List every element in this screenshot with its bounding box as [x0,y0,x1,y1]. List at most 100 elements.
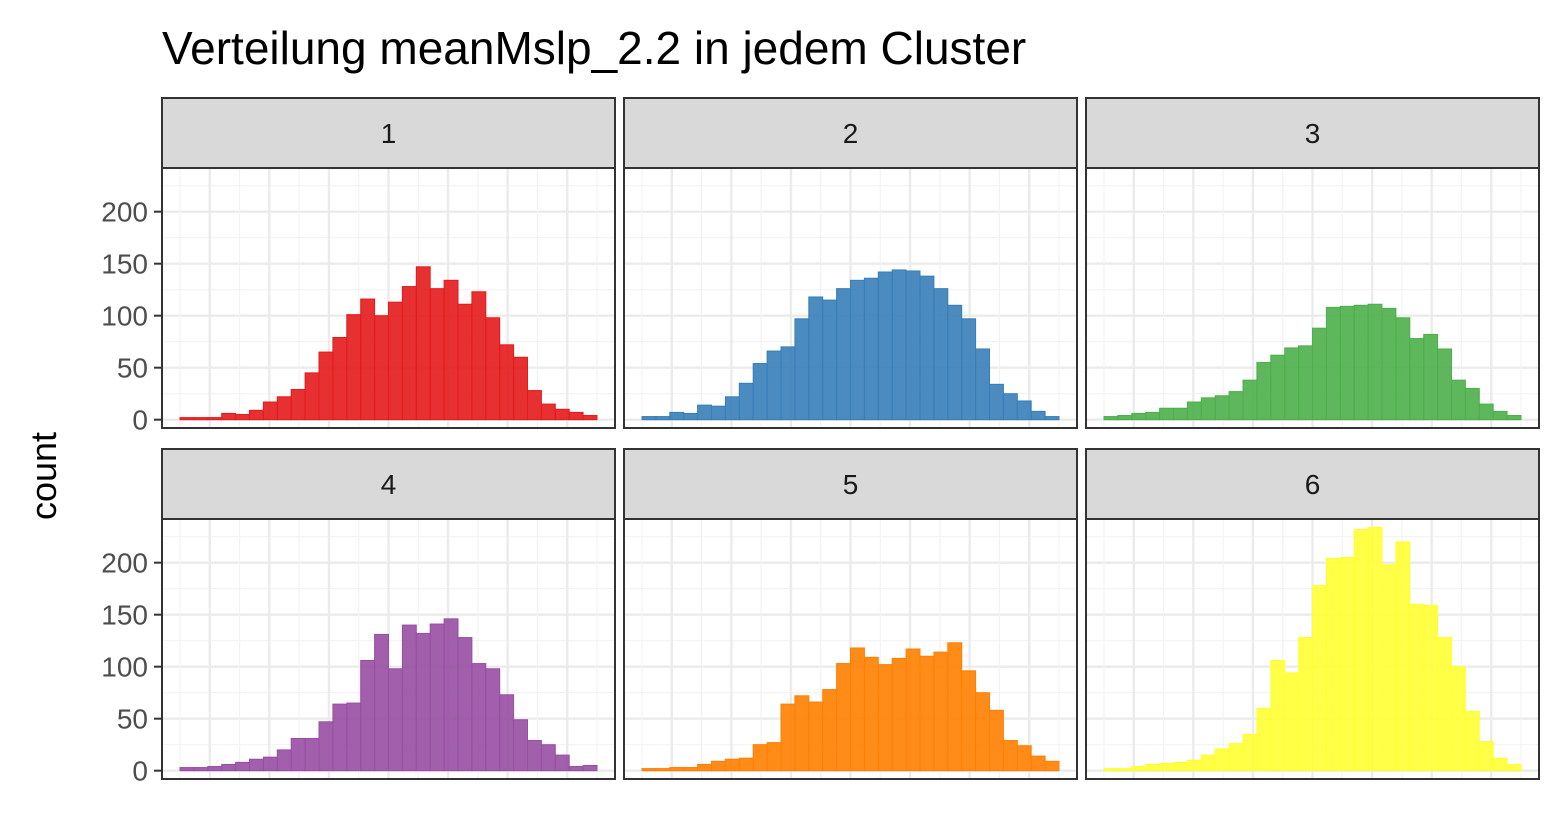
histogram-bar [641,416,657,421]
histogram-bar [933,288,949,421]
histogram-bar [655,416,671,421]
histogram-bar [1353,528,1369,772]
histogram-bar [1242,733,1258,772]
histogram-bar [1367,303,1383,421]
histogram-bar [554,408,570,421]
histogram-bar [221,763,237,772]
histogram-bar [568,411,584,421]
histogram-bar [1044,416,1060,421]
y-tick-label: 200 [101,197,148,228]
histogram-bar [540,744,556,772]
histogram-bar [1002,393,1018,421]
panel-border [1085,167,1540,429]
histogram-bar [499,694,515,772]
histogram-bar [961,670,977,772]
histogram-bar [766,350,782,421]
histogram-bar [1256,361,1272,421]
histogram-bar [1478,741,1494,772]
histogram-bar [1016,745,1032,772]
histogram-bar [235,413,251,421]
histogram-bar [332,703,348,772]
histogram-bar [1200,397,1216,421]
histogram-bar [1478,403,1494,421]
chart-title: Verteilung meanMslp_2.2 in jedem Cluster [162,22,1026,74]
histogram-bar [891,657,907,772]
histogram-bar [961,318,977,421]
histogram-bar [780,346,796,421]
histogram-bar [752,744,768,772]
panel-strip-label: 2 [843,118,859,149]
histogram-bar [1409,338,1425,421]
histogram-bar [850,647,865,772]
histogram-bar [1464,710,1480,772]
histogram-bar [1270,659,1286,772]
panel-strip-label: 5 [843,469,859,500]
histogram-bar [1284,672,1300,772]
histogram-bar [193,417,209,421]
histogram-bar [836,663,851,772]
histogram-bar [933,651,949,772]
histogram-bar [752,363,768,421]
histogram-bar [401,286,417,421]
panel-strip-label: 3 [1305,118,1321,149]
histogram-bar [724,396,740,421]
histogram-bar [554,754,570,772]
histogram-bar [249,409,264,421]
histogram-bar [457,303,473,421]
histogram-bar [905,648,921,772]
histogram-bar [235,761,251,772]
histogram-bar [1284,347,1300,421]
panel-strip [161,448,616,520]
histogram-bar [1423,333,1439,421]
histogram-bar [877,664,893,772]
histogram-bar [669,411,685,421]
panel-strip [623,97,1078,169]
histogram-bar [669,767,685,772]
panel-strip [161,97,616,169]
panel-border [623,167,1078,429]
panel-strip-label: 6 [1305,469,1321,500]
histogram-bar [1173,761,1188,772]
histogram-bar [262,756,278,772]
histogram-bar [360,298,376,421]
histogram-bar [429,288,445,421]
panel-1: 1 0 50 100 150 200 [101,97,616,436]
histogram-bar [290,389,306,421]
panel-strip [1085,97,1540,169]
histogram-bar [1339,305,1355,421]
histogram-bar [1325,558,1341,772]
panel-border [161,518,616,780]
histogram-bar [1492,757,1508,772]
histogram-bar [276,396,292,421]
panels-layer: 1 0 50 100 150 200 2 3 4 0 50 100 150 200 5 6 [101,97,1540,787]
histogram-bar [808,296,824,421]
histogram-bar [1030,410,1046,421]
histogram-bar [429,623,445,772]
histogram-bar [989,383,1004,421]
histogram-bar [193,767,209,772]
histogram-bar [1451,379,1466,421]
histogram-bar [1228,743,1244,772]
histogram-bar [947,304,963,421]
histogram-bar [808,701,824,772]
histogram-bar [697,404,712,421]
histogram-bar [346,702,362,772]
panel-border [623,518,1078,780]
histogram-bar [905,270,921,421]
histogram-bar [1381,564,1397,772]
y-tick-label: 0 [132,405,148,436]
histogram-bar [1186,759,1202,772]
histogram-bar [947,642,963,772]
histogram-bar [1117,768,1133,772]
histogram-bar [415,266,431,421]
histogram-bar [443,279,459,421]
histogram-bar [1395,317,1411,421]
histogram-bar [1145,763,1161,772]
histogram-bar [738,757,754,772]
histogram-bar [346,314,362,421]
histogram-bar [401,624,417,772]
y-tick-label: 150 [101,249,148,280]
histogram-bar [1173,407,1188,421]
histogram-bar [1214,395,1230,421]
